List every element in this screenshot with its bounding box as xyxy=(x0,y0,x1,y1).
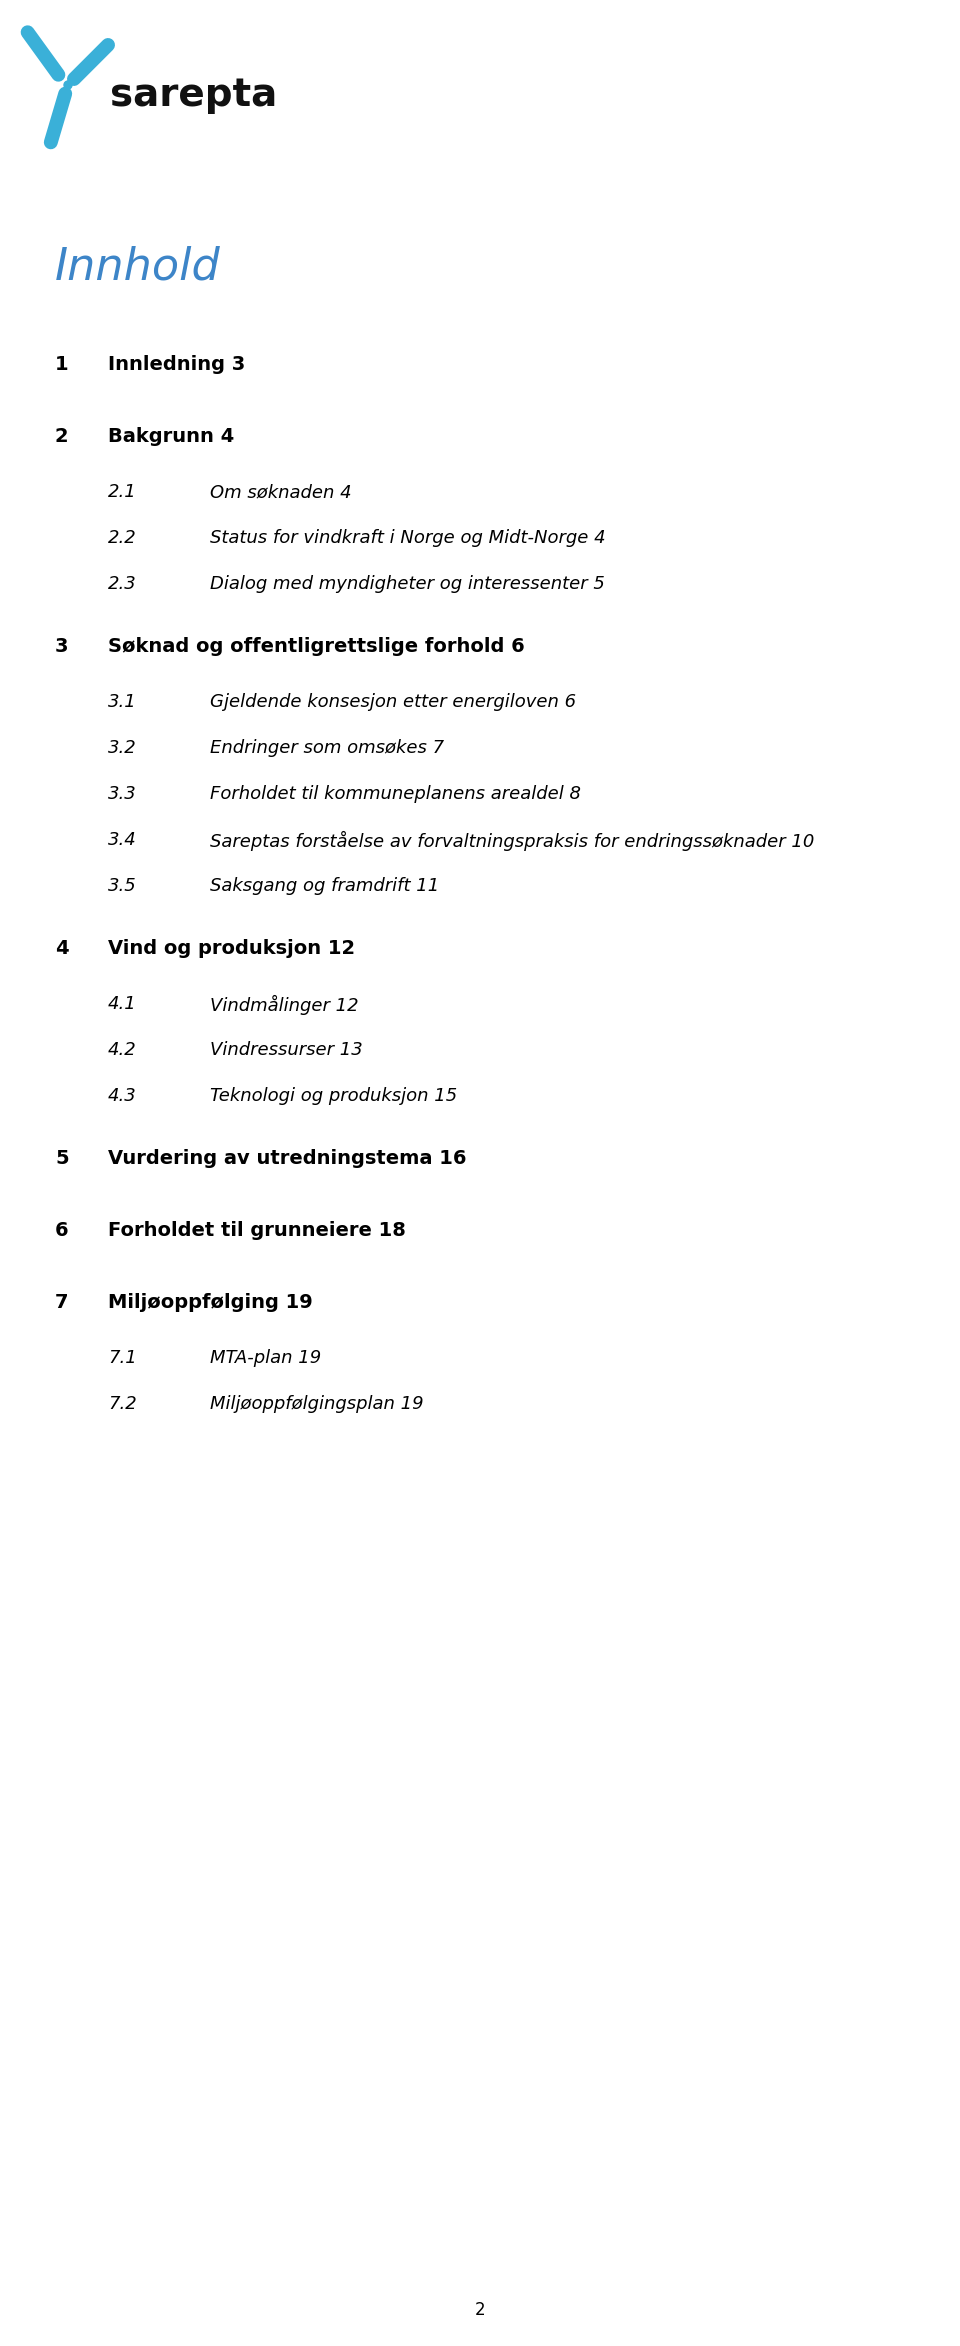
Text: Miljøoppfølging 19: Miljøoppfølging 19 xyxy=(108,1293,313,1311)
Text: 2.1: 2.1 xyxy=(108,483,136,502)
Text: 2: 2 xyxy=(474,2301,486,2318)
Text: 7.2: 7.2 xyxy=(108,1396,136,1412)
Text: Bakgrunn 4: Bakgrunn 4 xyxy=(108,427,234,446)
Text: Status for vindkraft i Norge og Midt-Norge 4: Status for vindkraft i Norge og Midt-Nor… xyxy=(210,528,606,547)
Text: Saksgang og framdrift 11: Saksgang og framdrift 11 xyxy=(210,877,440,896)
Text: Innledning 3: Innledning 3 xyxy=(108,354,245,373)
Text: 3.1: 3.1 xyxy=(108,692,136,711)
Text: Sareptas forståelse av forvaltningspraksis for endringssøknader 10: Sareptas forståelse av forvaltningspraks… xyxy=(210,830,814,852)
Text: 3.4: 3.4 xyxy=(108,830,136,849)
Text: 6: 6 xyxy=(55,1220,68,1241)
Text: Dialog med myndigheter og interessenter 5: Dialog med myndigheter og interessenter … xyxy=(210,575,605,594)
Text: 1: 1 xyxy=(55,354,68,373)
Text: 3.2: 3.2 xyxy=(108,739,136,758)
Text: 7.1: 7.1 xyxy=(108,1349,136,1368)
Text: 2: 2 xyxy=(55,427,68,446)
Text: Vindmålinger 12: Vindmålinger 12 xyxy=(210,995,359,1016)
Text: MTA-plan 19: MTA-plan 19 xyxy=(210,1349,322,1368)
Text: 4.1: 4.1 xyxy=(108,995,136,1013)
Text: Gjeldende konsesjon etter energiloven 6: Gjeldende konsesjon etter energiloven 6 xyxy=(210,692,576,711)
Text: 5: 5 xyxy=(55,1150,68,1168)
Text: Om søknaden 4: Om søknaden 4 xyxy=(210,483,351,502)
Text: Miljøoppfølgingsplan 19: Miljøoppfølgingsplan 19 xyxy=(210,1396,423,1412)
Text: 3.3: 3.3 xyxy=(108,786,136,802)
Text: sarepta: sarepta xyxy=(110,75,277,115)
Text: Vindressurser 13: Vindressurser 13 xyxy=(210,1042,363,1058)
Text: 2.2: 2.2 xyxy=(108,528,136,547)
Text: Vurdering av utredningstema 16: Vurdering av utredningstema 16 xyxy=(108,1150,467,1168)
Text: 7: 7 xyxy=(55,1293,68,1311)
Text: 4: 4 xyxy=(55,938,68,957)
Text: Vind og produksjon 12: Vind og produksjon 12 xyxy=(108,938,355,957)
Text: Endringer som omsøkes 7: Endringer som omsøkes 7 xyxy=(210,739,444,758)
Text: 3.5: 3.5 xyxy=(108,877,136,896)
Text: Teknologi og produksjon 15: Teknologi og produksjon 15 xyxy=(210,1086,457,1105)
Text: 3: 3 xyxy=(55,638,68,657)
Text: Innhold: Innhold xyxy=(55,244,221,289)
Text: 2.3: 2.3 xyxy=(108,575,136,594)
Text: Forholdet til kommuneplanens arealdel 8: Forholdet til kommuneplanens arealdel 8 xyxy=(210,786,581,802)
Text: 4.2: 4.2 xyxy=(108,1042,136,1058)
Text: Forholdet til grunneiere 18: Forholdet til grunneiere 18 xyxy=(108,1220,406,1241)
Text: Søknad og offentligrettslige forhold 6: Søknad og offentligrettslige forhold 6 xyxy=(108,638,525,657)
Circle shape xyxy=(64,82,72,89)
Text: 4.3: 4.3 xyxy=(108,1086,136,1105)
